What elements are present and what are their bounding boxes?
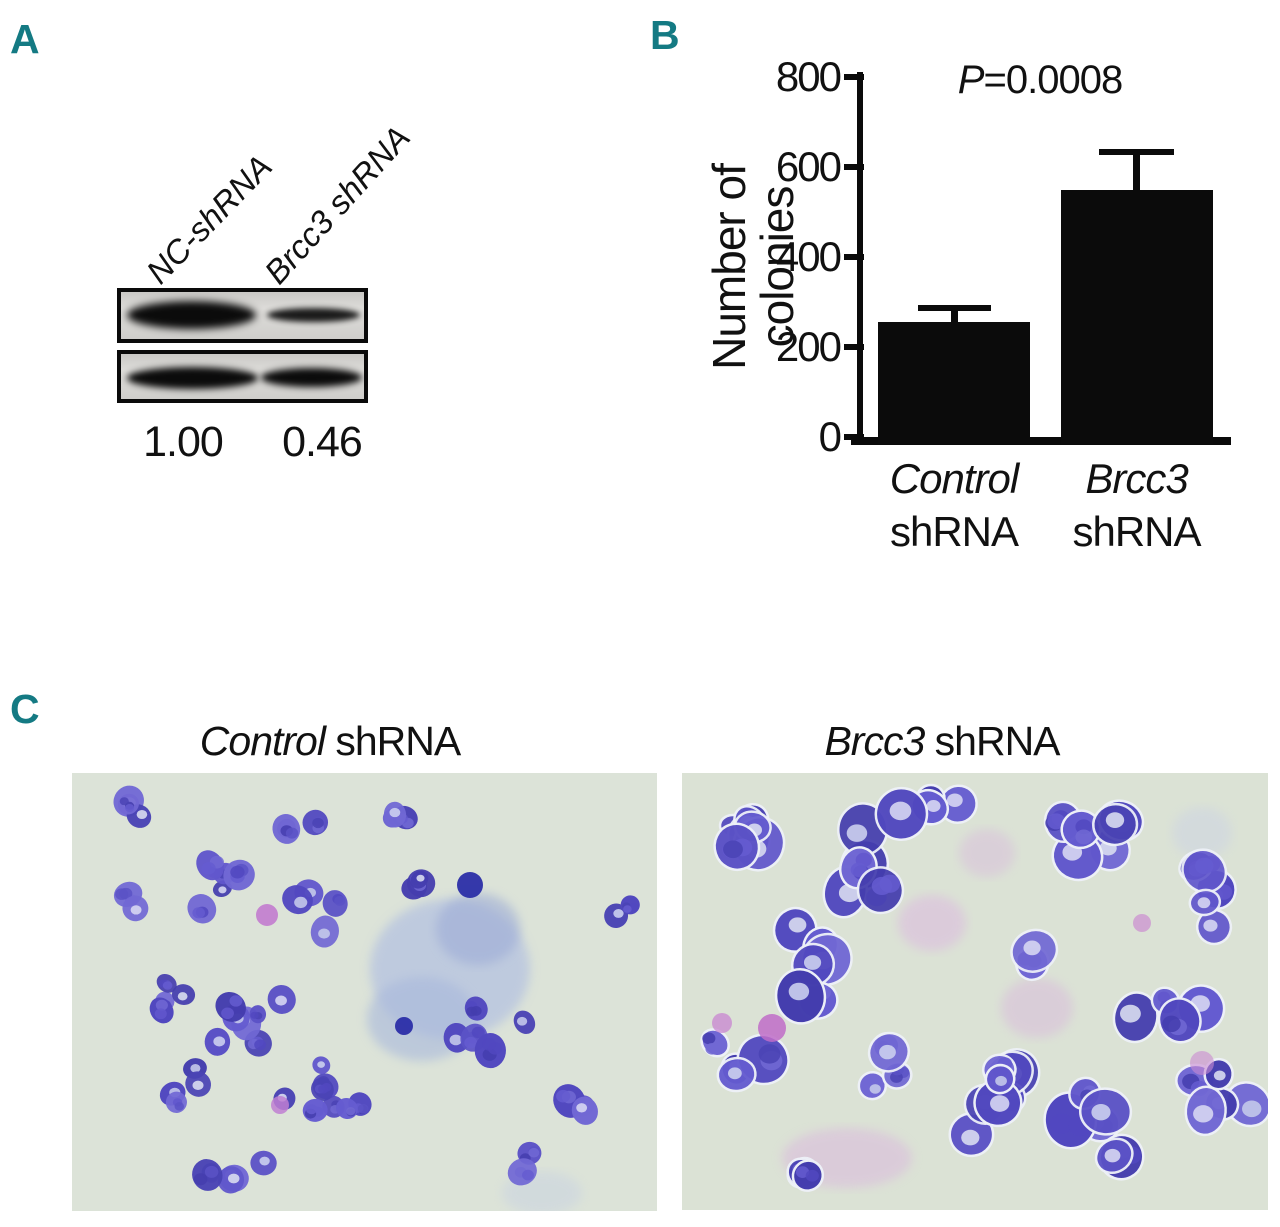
p-value-symbol: P (957, 58, 985, 102)
error-bar-cap (917, 304, 991, 311)
error-bar-stem (950, 307, 958, 325)
error-bar-stem (1133, 151, 1140, 192)
panel-a-letter: A (10, 16, 40, 62)
p-value-annotation: P=0.0008 (930, 58, 1150, 103)
blot-band-nc-target (127, 301, 256, 329)
blot-band-nc-loading (127, 367, 258, 389)
x-category-label: Control shRNA (889, 455, 1019, 555)
y-tick-mark (844, 254, 864, 260)
bar (1060, 189, 1213, 444)
x-axis-line (851, 437, 1231, 445)
y-tick-mark (844, 434, 864, 440)
x-category-label: Brcc3 shRNA (1072, 455, 1201, 555)
blot-band-brcc3-target (267, 308, 360, 322)
p-value-number: =0.0008 (983, 58, 1123, 102)
micrograph-control-shrna (72, 773, 657, 1211)
panel-c-letter: C (10, 686, 40, 732)
y-tick-label: 600 (775, 143, 842, 190)
y-tick-label: 400 (775, 233, 842, 280)
micrograph-brcc3-shrna (682, 773, 1268, 1210)
error-bar-cap (1099, 148, 1174, 155)
panel-b-letter: B (650, 12, 680, 58)
bar (878, 322, 1030, 444)
western-blot-target (117, 288, 368, 343)
micro-label-brcc3: Brcc3 shRNA (742, 718, 1142, 765)
lane-label-nc-shrna: NC-shRNA (138, 147, 279, 291)
y-tick-label: 800 (775, 53, 842, 100)
micro-label-brcc3-em: Brcc3 (824, 718, 925, 764)
blot-band-brcc3-loading (261, 368, 362, 387)
quant-value-brcc3: 0.46 (282, 418, 363, 466)
y-tick-mark (844, 164, 864, 170)
y-tick-mark (844, 344, 864, 350)
micro-label-control-em: Control (199, 718, 326, 764)
y-tick-label: 0 (818, 413, 842, 460)
lane-label-brcc3-shrna: Brcc3 shRNA (257, 118, 418, 291)
y-tick-label: 200 (775, 323, 842, 370)
western-blot-loading (117, 350, 368, 403)
quant-value-nc: 1.00 (143, 418, 224, 466)
micro-label-control: Control shRNA (130, 718, 530, 765)
micro-label-brcc3-rest: shRNA (924, 718, 1061, 764)
y-tick-mark (844, 74, 864, 80)
micro-label-control-rest: shRNA (324, 718, 461, 764)
